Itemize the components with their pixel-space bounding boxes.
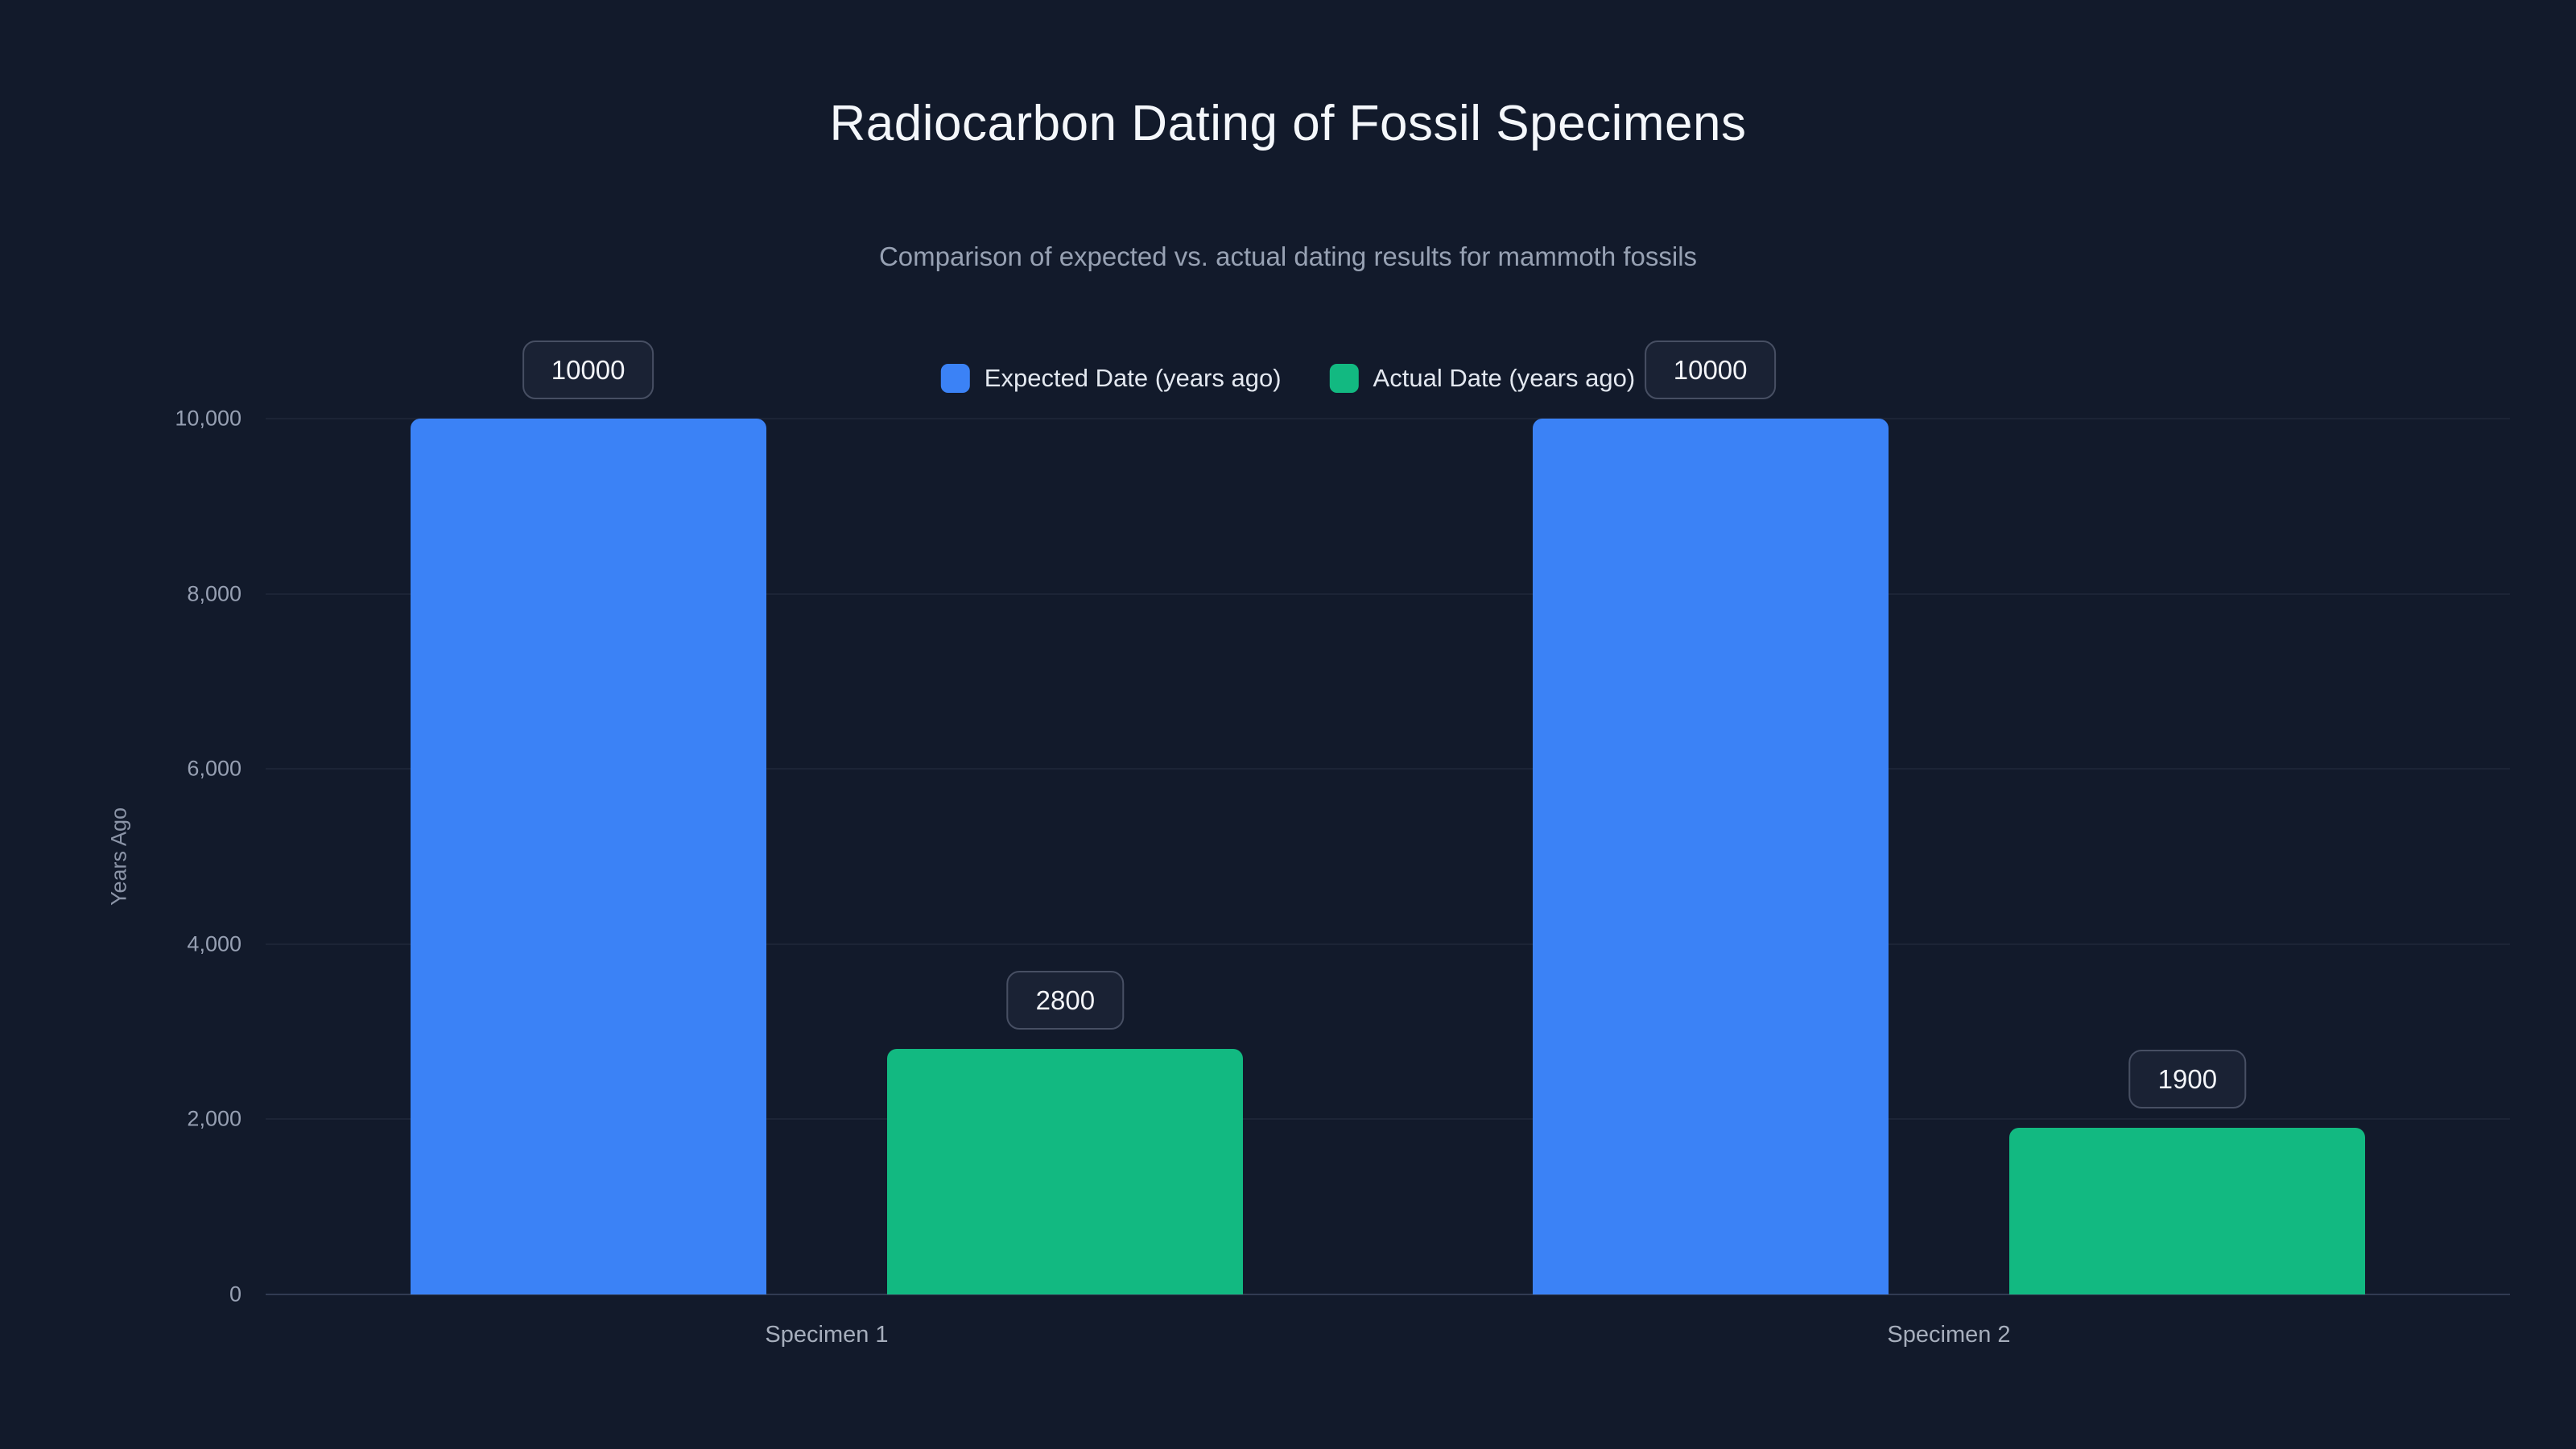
legend-label: Expected Date (years ago) [984, 364, 1282, 392]
bar-actual-specimen-1 [887, 1049, 1244, 1294]
legend-item-actual[interactable]: Actual Date (years ago) [1329, 364, 1636, 393]
bar-value-label: 1900 [2128, 1050, 2247, 1109]
chart-title: Radiocarbon Dating of Fossil Specimens [829, 96, 1747, 151]
x-axis-ticks: Specimen 1 Specimen 2 [266, 1322, 2510, 1370]
legend-item-expected[interactable]: Expected Date (years ago) [940, 364, 1282, 393]
y-tick-label: 6,000 [187, 756, 242, 781]
gridline [266, 943, 2510, 945]
plot-area: 10000 2800 10000 1900 [266, 341, 2510, 1295]
legend-swatch-icon [1329, 364, 1359, 393]
bar-actual-specimen-2 [2009, 1128, 2366, 1294]
y-tick-label: 2,000 [187, 1106, 242, 1131]
x-axis-line [266, 1294, 2510, 1295]
bar-value-label: 10000 [522, 341, 654, 399]
legend-swatch-icon [940, 364, 970, 393]
y-tick-label: 0 [229, 1282, 242, 1307]
bar-value-label: 10000 [1644, 341, 1777, 399]
x-tick-label-specimen-2: Specimen 2 [1887, 1322, 2011, 1348]
gridline [266, 768, 2510, 770]
chart-subtitle: Comparison of expected vs. actual dating… [878, 242, 1698, 271]
bar-expected-specimen-2 [1532, 419, 1889, 1294]
bar-expected-specimen-1 [410, 419, 766, 1294]
y-tick-label: 4,000 [187, 931, 242, 956]
y-axis-ticks: 0 2,000 4,000 6,000 8,000 10,000 [0, 407, 242, 1307]
x-tick-label-specimen-1: Specimen 1 [765, 1322, 889, 1348]
gridline [266, 592, 2510, 595]
gridline [266, 1118, 2510, 1121]
legend: Expected Date (years ago) Actual Date (ye… [940, 364, 1636, 393]
legend-label: Actual Date (years ago) [1373, 364, 1636, 392]
y-tick-label: 10,000 [175, 406, 242, 431]
y-tick-label: 8,000 [187, 581, 242, 606]
gridline [266, 418, 2510, 419]
bar-value-label: 2800 [1006, 971, 1125, 1030]
